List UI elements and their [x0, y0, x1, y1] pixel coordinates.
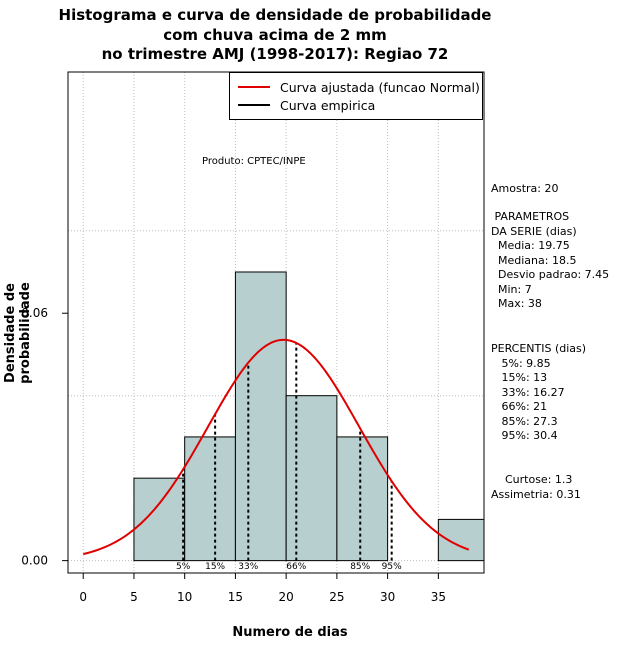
legend-swatch-normal [238, 86, 270, 88]
chart-title-line-2: com chuva acima de 2 mm [163, 26, 387, 44]
produto-credit: Produto: CPTEC/INPE [202, 156, 306, 167]
y-tick-label-1: 0.06 [21, 306, 48, 320]
percentile-label-5: 5% [176, 562, 191, 572]
x-axis-label: Numero de dias [232, 625, 348, 640]
x-tick-label-5: 5 [130, 590, 138, 604]
histogram-bar-4 [336, 436, 389, 562]
percentile-label-95: 95% [382, 562, 402, 572]
legend-item-empirica: Curva empirica [238, 97, 375, 113]
normal-fit-curve [82, 338, 470, 556]
percentile-label-85: 85% [350, 562, 370, 572]
histogram-bar-3 [285, 395, 338, 562]
x-tick-label-25: 25 [329, 590, 344, 604]
legend: Curva ajustada (funcao Normal) Curva emp… [229, 72, 483, 120]
x-tick-label-35: 35 [431, 590, 446, 604]
stat-curtose-assimetria: Curtose: 1.3 Assimetria: 0.31 [491, 473, 581, 501]
chart-title-line-1: Histograma e curva de densidade de proba… [58, 6, 492, 24]
legend-item-normal: Curva ajustada (funcao Normal) [238, 79, 480, 95]
x-tick-label-0: 0 [79, 590, 87, 604]
stat-percentis: PERCENTIS (dias) 5%: 9.85 15%: 13 33%: 1… [491, 342, 587, 442]
x-tick-label-30: 30 [380, 590, 395, 604]
legend-label-normal: Curva ajustada (funcao Normal) [280, 79, 480, 95]
histogram-bar-6 [437, 518, 485, 562]
x-tick-label-15: 15 [228, 590, 243, 604]
stat-parametros-title: PARAMETROS DA SERIE (dias) [491, 210, 577, 238]
histogram-bar-2 [234, 271, 287, 562]
percentile-label-33: 33% [238, 562, 258, 572]
x-tick-label-10: 10 [177, 590, 192, 604]
stat-parametros: Media: 19.75 Mediana: 18.5 Desvio padrao… [497, 239, 610, 310]
legend-label-empirica: Curva empirica [280, 97, 376, 113]
y-tick-label-0: 0.00 [21, 554, 48, 568]
percentile-label-15: 15% [205, 562, 225, 572]
x-tick-label-20: 20 [279, 590, 294, 604]
stat-amostra: Amostra: 20 [491, 182, 559, 195]
percentile-label-66: 66% [286, 562, 306, 572]
histogram-bar-0 [133, 477, 186, 562]
y-axis-label: Densidade de probabilidade [3, 282, 33, 384]
legend-swatch-empirica [238, 104, 270, 106]
chart-title-line-3: no trimestre AMJ (1998-2017): Regiao 72 [101, 45, 449, 63]
